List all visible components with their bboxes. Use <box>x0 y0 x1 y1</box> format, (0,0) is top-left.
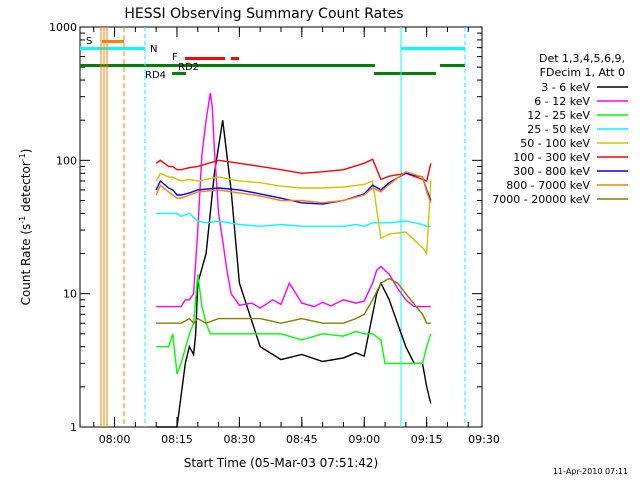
y-axis-label-main: Count Rate (s <box>19 224 33 306</box>
y-axis-label-end: ) <box>19 149 33 154</box>
legend-label-3: 12 - 25 keV <box>527 109 590 122</box>
legend-label-8: 800 - 7000 keV <box>506 179 590 192</box>
flag-label-s: S <box>86 36 92 47</box>
series-line-7 <box>155 172 432 205</box>
series-line-4 <box>156 212 431 228</box>
flag-bar-rd2 <box>80 64 375 67</box>
x-tick-label: 08:00 <box>99 433 131 446</box>
flag-bar-rd4 <box>172 72 186 75</box>
legend-label-2: 6 - 12 keV <box>534 95 590 108</box>
legend: Det 1,3,4,5,6,9, FDecim 1, Att 0 3 - 6 k… <box>492 52 628 206</box>
y-tick-label: 1000 <box>49 21 77 34</box>
flag-label-rd4: RD4 <box>145 70 166 81</box>
x-tick-label: 09:15 <box>411 433 443 446</box>
x-tick-label: 08:45 <box>286 433 318 446</box>
flag-bar-n-2 <box>401 47 465 50</box>
series-line-3 <box>156 274 432 375</box>
flag-bar-rd2-3 <box>440 64 465 67</box>
y-tick-label: 1 <box>70 421 77 434</box>
series-line-8 <box>155 171 432 204</box>
series-line-1 <box>156 120 432 428</box>
chart-title: HESSI Observing Summary Count Rates <box>124 6 403 22</box>
flag-label-rd2: RD2 <box>178 62 199 73</box>
x-tick-label: 09:30 <box>468 433 500 446</box>
plot-frame <box>79 26 483 428</box>
flag-bar-rd2-2 <box>374 72 436 75</box>
legend-label-5: 50 - 100 keV <box>520 137 590 150</box>
y-tick-label: 10 <box>63 288 77 301</box>
y-axis-label-sup1: -1 <box>18 216 27 224</box>
series-line-9 <box>156 277 431 325</box>
x-tick-label: 08:15 <box>161 433 193 446</box>
y-axis-label: Count Rate (s-1 detector-1) <box>18 149 33 306</box>
series-line-6 <box>155 158 432 182</box>
x-tick-label: 09:00 <box>348 433 380 446</box>
footer-date: 11-Apr-2010 07:11 <box>553 467 628 476</box>
legend-label-9: 7000 - 20000 keV <box>492 193 590 206</box>
legend-label-7: 300 - 800 keV <box>513 165 590 178</box>
flag-bar-f-2 <box>231 57 239 60</box>
time-markers <box>100 27 466 427</box>
y-axis-label-mid: detector <box>19 161 33 216</box>
x-axis-label: Start Time (05-Mar-03 07:51:42) <box>184 456 378 470</box>
y-axis-ticks: 1 10 100 1000 <box>49 21 482 434</box>
flag-bars: S N F RD2 RD4 <box>80 36 465 81</box>
flag-bar-n <box>80 47 145 50</box>
y-tick-label: 100 <box>56 154 77 167</box>
y-axis-label-sup2: -1 <box>18 153 27 161</box>
flag-bar-s <box>102 40 124 43</box>
x-axis-ticks: 08:00 08:15 08:30 08:45 09:00 09:15 09:30 <box>93 27 500 446</box>
legend-label-6: 100 - 300 keV <box>513 151 590 164</box>
flag-label-n: N <box>150 44 157 55</box>
legend-header-1: Det 1,3,4,5,6,9, <box>539 52 625 65</box>
legend-header-2: FDecim 1, Att 0 <box>540 66 625 79</box>
series-lines <box>155 92 432 428</box>
legend-label-1: 3 - 6 keV <box>541 81 590 94</box>
flag-label-f: F <box>172 52 178 63</box>
legend-label-4: 25 - 50 keV <box>527 123 590 136</box>
series-line-5 <box>155 172 432 256</box>
flag-bar-f <box>185 57 225 60</box>
series-line-2 <box>156 92 431 309</box>
x-tick-label: 08:30 <box>224 433 256 446</box>
